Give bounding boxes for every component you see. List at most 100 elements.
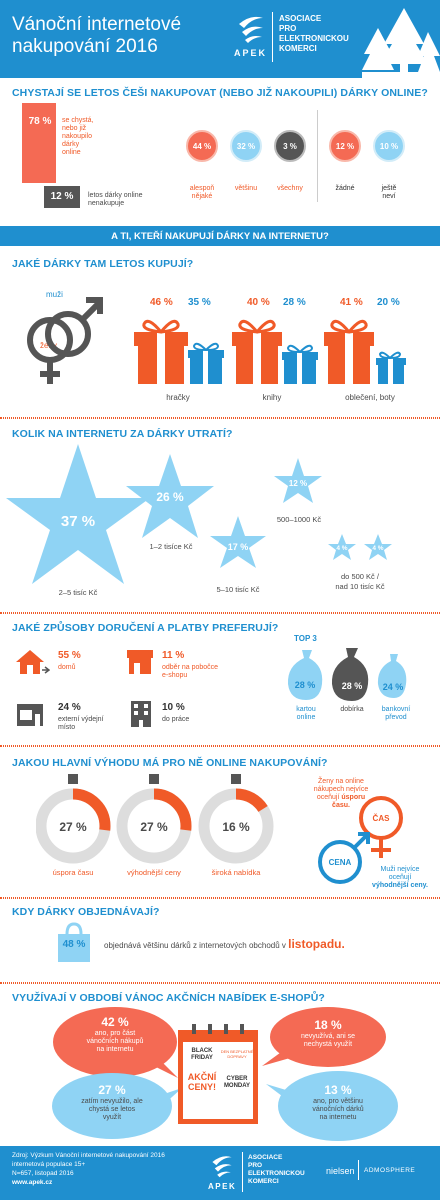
footer-logo-divider xyxy=(242,1152,243,1192)
calendar-icon xyxy=(178,1030,258,1124)
delivery-work-pct: 10 % xyxy=(162,702,185,713)
gift-men-pct-3: 20 % xyxy=(377,297,400,308)
q1-circle-5-label: ještě neví xyxy=(381,185,397,200)
stars-icon xyxy=(6,444,392,584)
spend-title: KOLIK NA INTERNETU ZA DÁRKY UTRATÍ? xyxy=(12,428,233,440)
when-pct: 48 % xyxy=(62,939,86,950)
bubble-13-text: 13 % ano, pro většinu vánočních dárků na… xyxy=(312,1083,364,1121)
deals-title: VYUŽÍVAJÍ V OBDOBÍ VÁNOC AKČNÍCH NABÍDEK… xyxy=(12,992,325,1004)
header-title: Vánoční internetové nakupování 2016 xyxy=(12,14,182,57)
top3-label: TOP 3 xyxy=(294,634,317,643)
gender-time-price-icon xyxy=(318,796,403,884)
gifts-title: JAKÉ DÁRKY TAM LETOS KUPUJÍ? xyxy=(12,258,194,270)
star-17 xyxy=(210,516,266,568)
ornament-rings xyxy=(36,774,274,864)
bubble-27-text: 27 % zatím nevyužilo, ale chystá se leto… xyxy=(81,1083,143,1121)
ring-2-pct: 27 % xyxy=(140,820,168,834)
divider-3 xyxy=(0,745,440,747)
header: Vánoční internetové nakupování 2016 APEK… xyxy=(0,0,440,78)
star-26 xyxy=(126,454,214,538)
divider-1 xyxy=(0,417,440,419)
section-banner-text: A TI, KTEŘÍ NAKUPUJÍ DÁRKY NA INTERNETU? xyxy=(111,231,329,242)
ornament-ring-2 xyxy=(116,774,192,864)
gift-men-pct-2: 28 % xyxy=(283,297,306,308)
when-text: objednává většinu dárků z internetových … xyxy=(104,937,345,951)
bubble-42 xyxy=(53,1007,177,1077)
star-17-pct: 17 % xyxy=(227,542,249,552)
speech-bubbles xyxy=(52,1007,398,1141)
star-4a-pct: 4 % xyxy=(336,545,348,552)
women-note: Ženy na online nákupech nejvíce oceňují … xyxy=(313,778,369,809)
pay-transfer-pct: 24 % xyxy=(382,682,404,692)
q1-circle-2: 32 % xyxy=(230,130,262,162)
section-banner xyxy=(0,226,440,246)
office-building-icon xyxy=(131,701,151,727)
house-icon xyxy=(16,650,50,674)
q1-circle-5: 10 % xyxy=(373,130,405,162)
pay-card-label: kartou online xyxy=(296,706,316,721)
star-12-label: 500–1000 Kč xyxy=(276,515,322,524)
star-12 xyxy=(274,458,322,503)
delivery-external-pct: 24 % xyxy=(58,702,81,713)
q1-circle-3-label: všechny xyxy=(277,185,303,192)
when-title: KDY DÁRKY OBJEDNÁVAJÍ? xyxy=(12,906,160,918)
gift-books-icon xyxy=(232,319,318,384)
star-12-pct: 12 % xyxy=(288,479,308,488)
divider-2 xyxy=(0,612,440,614)
gift-men-pct-1: 35 % xyxy=(188,297,211,308)
delivery-external-label: externí výdejní místo xyxy=(58,716,104,731)
q1-yes-bar xyxy=(22,103,56,183)
cal-black-friday: BLACK FRIDAY xyxy=(191,1048,213,1061)
pay-card-pct: 28 % xyxy=(294,680,316,690)
gender-symbols-icon xyxy=(27,297,103,384)
star-4-label: do 500 Kč / nad 10 tisíc Kč xyxy=(335,572,385,591)
bubble-27 xyxy=(52,1073,172,1139)
pay-transfer-label: bankovní převod xyxy=(381,706,411,721)
footer-org-name: ASOCIACE PRO ELEKTRONICKOU KOMERCI xyxy=(248,1154,305,1185)
bubble-42-text: 42 % ano, pro část vánočních nákupů na i… xyxy=(86,1015,144,1053)
ring-2-label: výhodnější ceny xyxy=(127,868,181,877)
money-bags-icon xyxy=(287,648,407,701)
q1-circle-4-label: žádné xyxy=(335,185,355,192)
footer-apek-logo-icon xyxy=(212,1156,232,1178)
q1-vertical-divider xyxy=(317,110,318,202)
star-17-label: 5–10 tisíc Kč xyxy=(216,585,260,594)
q1-circle-1: 44 % xyxy=(186,130,218,162)
christmas-trees-icon xyxy=(362,8,440,78)
footer-logo-text: APEK xyxy=(208,1182,237,1191)
cal-akcni-ceny: AKČNÍ CENY! xyxy=(187,1072,217,1092)
delivery-work-label: do práce xyxy=(162,716,190,723)
divider-5 xyxy=(0,982,440,984)
delivery-home-label: domů xyxy=(58,664,76,671)
q1-no-bar xyxy=(44,186,80,208)
cal-free-shipping: DEN BEZPLATNÉ DOPRAVY xyxy=(220,1049,254,1059)
pickup-point-icon xyxy=(17,704,43,726)
bubble-18 xyxy=(270,1007,386,1067)
apek-logo-icon xyxy=(239,16,263,43)
pay-cod-label: dobírka xyxy=(340,706,364,713)
gift-toys-icon xyxy=(134,319,224,384)
advantage-title: JAKOU HLAVNÍ VÝHODU MÁ PRO NĚ ONLINE NAK… xyxy=(12,757,328,769)
header-org-name: ASOCIACE PRO ELEKTRONICKOU KOMERCI xyxy=(279,14,349,53)
gift-label-3: oblečení, boty xyxy=(345,393,395,402)
bubble-18-text: 18 % nevyužívá, ani se nechystá využít xyxy=(300,1018,356,1048)
footer xyxy=(0,1146,440,1200)
star-4b xyxy=(364,534,392,560)
bubble-13 xyxy=(278,1071,398,1141)
footer-source: Zdroj: Výzkum Vánoční internetové nakupo… xyxy=(12,1152,165,1186)
ring-1-pct: 27 % xyxy=(59,820,87,834)
q1-yes-label: se chystá, nebo již nakoupilo dárky onli… xyxy=(62,117,94,156)
q1-no-pct: 12 % xyxy=(50,191,74,202)
star-4a xyxy=(328,534,356,560)
delivery-home-pct: 55 % xyxy=(58,650,81,661)
q1-no-label: letos dárky online nenakupuje xyxy=(88,192,143,207)
ring-3-pct: 16 % xyxy=(222,820,250,834)
star-4b-pct: 4 % xyxy=(372,545,384,552)
q1-circle-3: 3 % xyxy=(274,130,306,162)
footer-partner-divider xyxy=(358,1160,359,1180)
star-37-label: 2–5 tisíc Kč xyxy=(58,588,98,597)
gift-women-pct-2: 40 % xyxy=(247,297,270,308)
calendar-rings xyxy=(192,1024,244,1034)
cas-label: ČAS xyxy=(372,814,390,823)
star-26-label: 1–2 tisíce Kč xyxy=(149,542,193,551)
